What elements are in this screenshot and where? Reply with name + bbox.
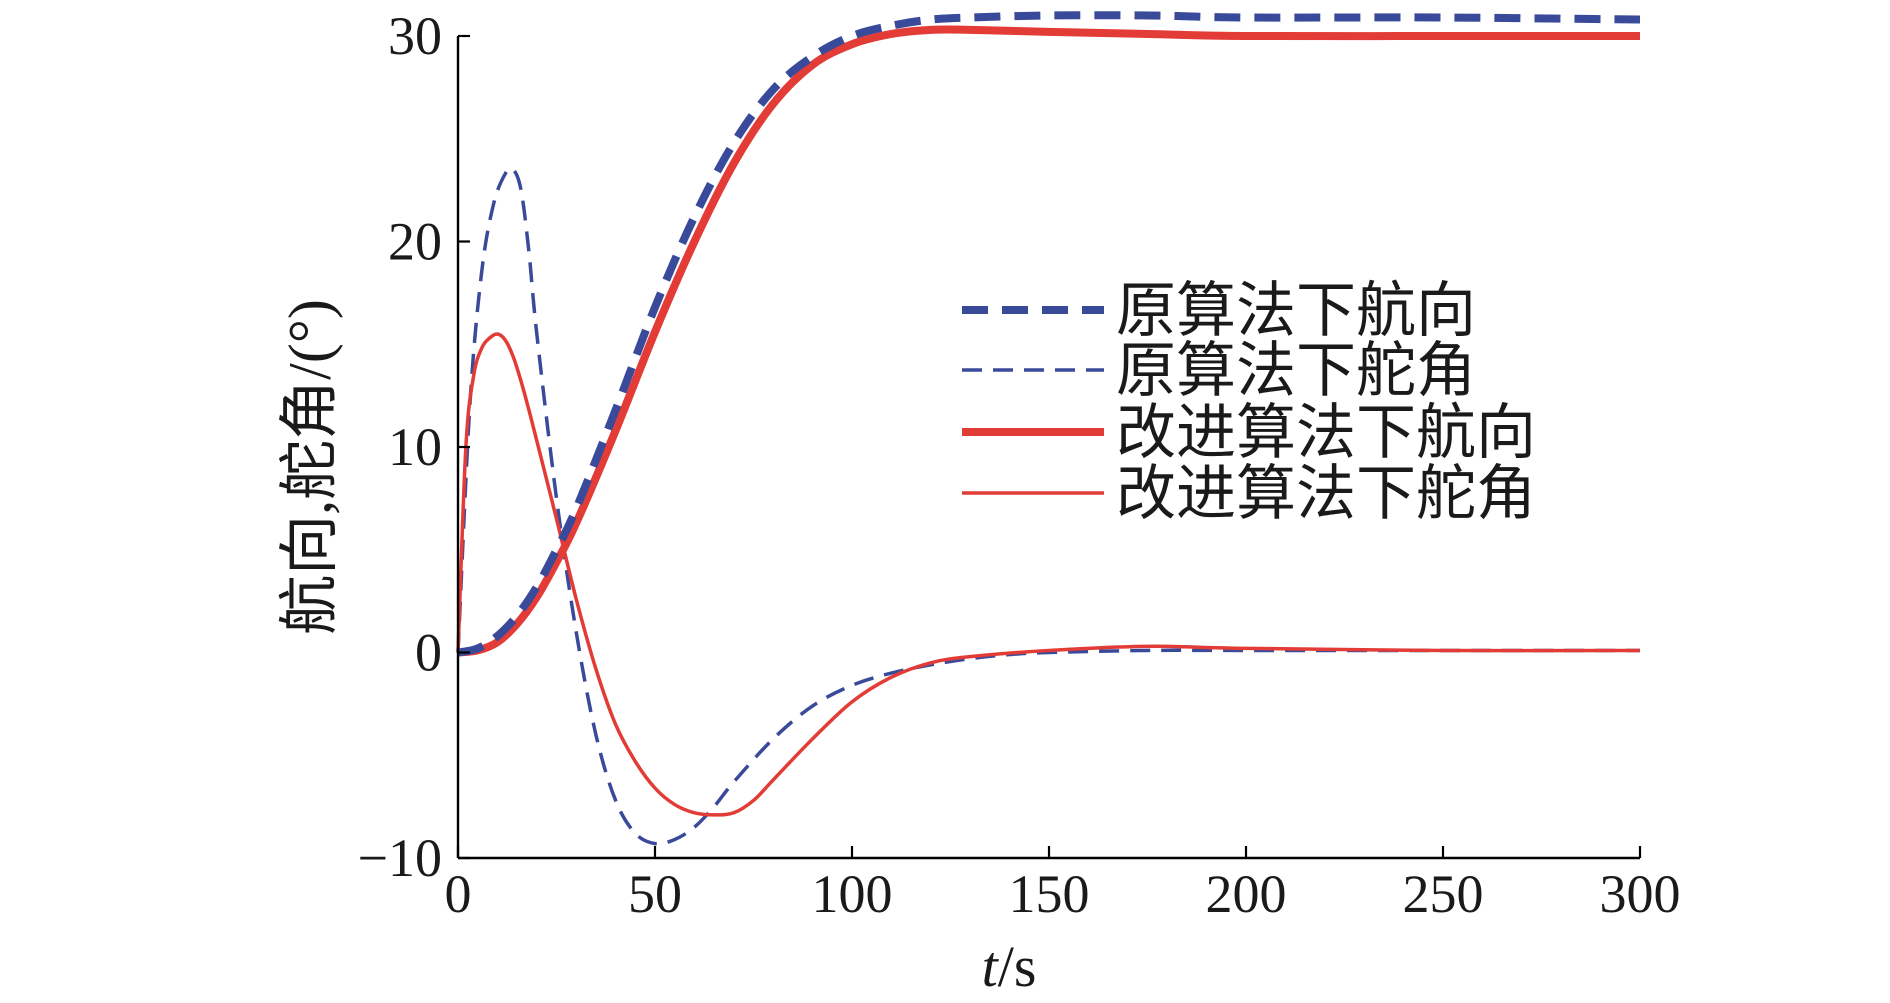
x-axis-title: t/s	[982, 934, 1037, 999]
y-tick-label: 10	[388, 417, 442, 477]
series-original-heading-line	[457, 11, 1641, 657]
x-tick-label: 100	[812, 864, 893, 924]
y-tick-label: 0	[415, 623, 442, 683]
series-original-rudder-line	[456, 166, 1640, 846]
x-ticks: 0 50 100 150 200 250 300	[445, 846, 1681, 924]
plot-area	[456, 11, 1641, 846]
y-tick-label: 30	[388, 6, 442, 66]
legend-label-original-heading: 原算法下航向	[1116, 278, 1476, 344]
x-tick-label: 0	[445, 864, 472, 924]
x-axis-title-unit: /s	[998, 934, 1037, 999]
y-ticks: −10 0 10 20 30	[358, 6, 470, 888]
x-tick-label: 50	[628, 864, 682, 924]
x-tick-label: 300	[1600, 864, 1681, 924]
x-tick-label: 200	[1206, 864, 1287, 924]
legend-label-original-rudder: 原算法下舵角	[1116, 338, 1476, 404]
legend-label-improved-heading: 改进算法下航向	[1116, 400, 1536, 466]
y-tick-label: 20	[388, 212, 442, 272]
y-axis-title: 航向,舵角/(°)	[277, 299, 343, 635]
x-tick-label: 250	[1403, 864, 1484, 924]
x-axis-title-variable: t	[982, 934, 1000, 999]
y-tick-label: −10	[358, 828, 442, 888]
series-improved-heading-line	[457, 25, 1640, 657]
x-tick-label: 150	[1009, 864, 1090, 924]
legend-label-improved-rudder: 改进算法下舵角	[1116, 461, 1536, 527]
series-improved-rudder-line	[456, 332, 1641, 817]
